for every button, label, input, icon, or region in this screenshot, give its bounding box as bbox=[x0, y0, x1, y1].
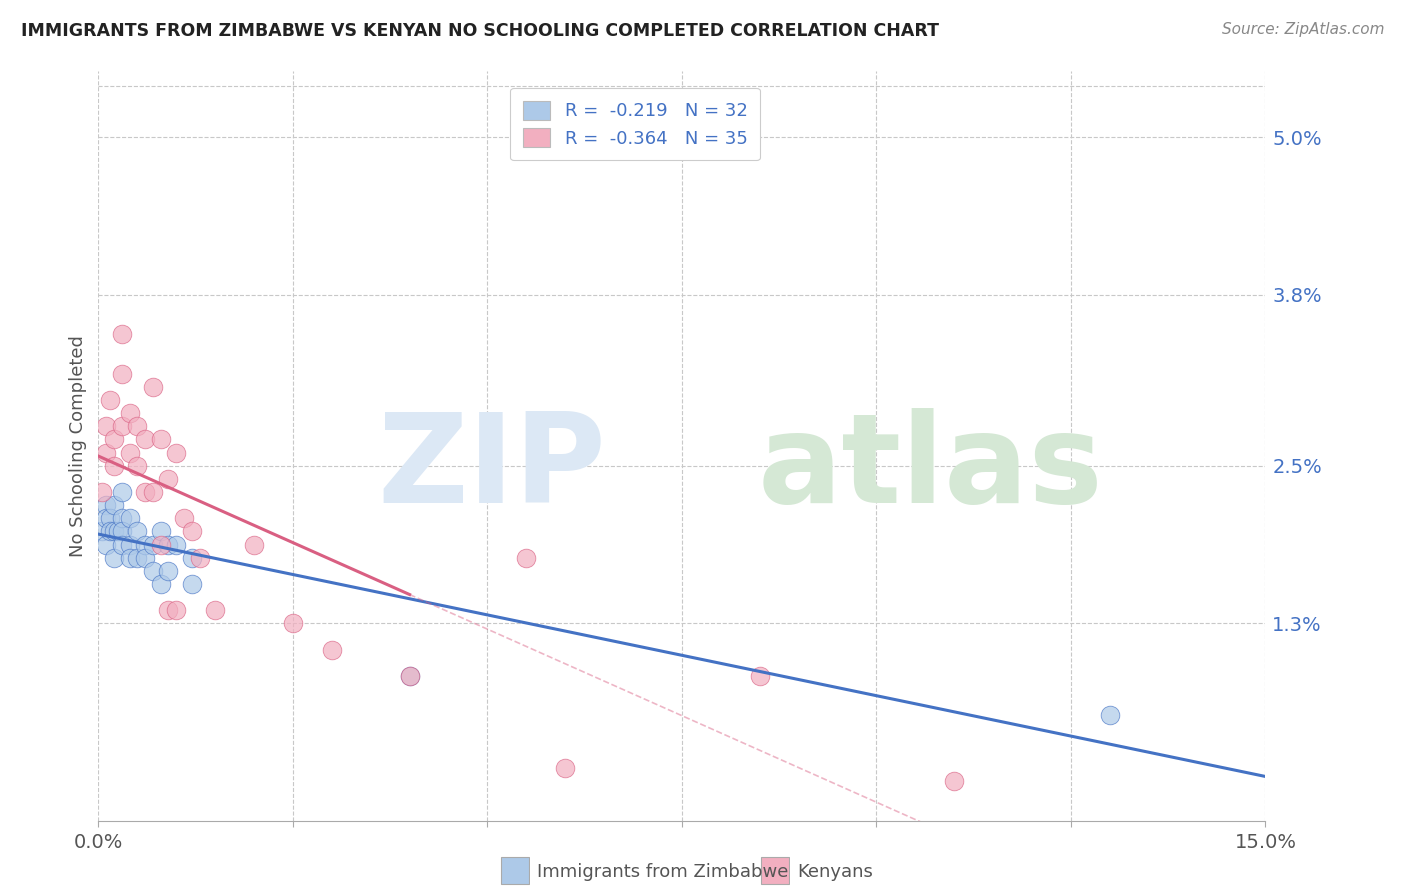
Point bbox=[103, 524, 125, 539]
Point bbox=[134, 433, 156, 447]
Point bbox=[204, 603, 226, 617]
Point bbox=[180, 524, 202, 539]
Point bbox=[98, 511, 121, 525]
Point bbox=[111, 419, 134, 434]
Point bbox=[98, 392, 121, 407]
Point bbox=[142, 564, 165, 578]
Point bbox=[398, 669, 420, 683]
Point bbox=[118, 445, 141, 459]
Point bbox=[149, 538, 172, 552]
Bar bbox=[761, 857, 789, 884]
Point bbox=[127, 419, 149, 434]
Point bbox=[243, 538, 266, 552]
Bar bbox=[501, 857, 529, 884]
Text: atlas: atlas bbox=[758, 408, 1104, 529]
Point bbox=[111, 524, 134, 539]
Point bbox=[157, 564, 180, 578]
Point bbox=[111, 327, 134, 342]
Point bbox=[173, 511, 195, 525]
Point bbox=[157, 603, 180, 617]
Point bbox=[134, 550, 156, 565]
Point bbox=[96, 445, 118, 459]
Point bbox=[142, 538, 165, 552]
Point bbox=[149, 524, 172, 539]
Point bbox=[165, 445, 187, 459]
Point bbox=[111, 367, 134, 381]
Point bbox=[515, 550, 537, 565]
Point bbox=[281, 616, 304, 631]
Point bbox=[107, 524, 129, 539]
Point bbox=[127, 550, 149, 565]
Point bbox=[96, 538, 118, 552]
Point bbox=[943, 774, 966, 789]
Point bbox=[149, 577, 172, 591]
Point bbox=[157, 538, 180, 552]
Point bbox=[142, 485, 165, 500]
Point bbox=[118, 550, 141, 565]
Point bbox=[103, 433, 125, 447]
Point bbox=[134, 538, 156, 552]
Point bbox=[103, 498, 125, 512]
Point bbox=[748, 669, 770, 683]
Point bbox=[103, 458, 125, 473]
Point bbox=[398, 669, 420, 683]
Point bbox=[91, 524, 114, 539]
Point bbox=[142, 380, 165, 394]
Point bbox=[1098, 708, 1121, 723]
Point bbox=[96, 498, 118, 512]
Point bbox=[96, 511, 118, 525]
Text: Source: ZipAtlas.com: Source: ZipAtlas.com bbox=[1222, 22, 1385, 37]
Point bbox=[127, 524, 149, 539]
Point bbox=[98, 524, 121, 539]
Point bbox=[165, 538, 187, 552]
Point bbox=[111, 511, 134, 525]
Y-axis label: No Schooling Completed: No Schooling Completed bbox=[69, 335, 87, 557]
Point bbox=[91, 485, 114, 500]
Point bbox=[118, 406, 141, 420]
Point bbox=[554, 761, 576, 775]
Point bbox=[134, 485, 156, 500]
Point bbox=[103, 550, 125, 565]
Point bbox=[96, 419, 118, 434]
Point bbox=[149, 433, 172, 447]
Point bbox=[127, 458, 149, 473]
Text: ZIP: ZIP bbox=[377, 408, 606, 529]
Point bbox=[111, 485, 134, 500]
Point bbox=[118, 511, 141, 525]
Point bbox=[111, 538, 134, 552]
Point bbox=[118, 538, 141, 552]
Point bbox=[157, 472, 180, 486]
Point bbox=[165, 603, 187, 617]
Point bbox=[188, 550, 211, 565]
Point bbox=[321, 642, 343, 657]
Point bbox=[180, 577, 202, 591]
Text: IMMIGRANTS FROM ZIMBABWE VS KENYAN NO SCHOOLING COMPLETED CORRELATION CHART: IMMIGRANTS FROM ZIMBABWE VS KENYAN NO SC… bbox=[21, 22, 939, 40]
Text: Immigrants from Zimbabwe: Immigrants from Zimbabwe bbox=[537, 863, 789, 881]
Legend: R =  -0.219   N = 32, R =  -0.364   N = 35: R = -0.219 N = 32, R = -0.364 N = 35 bbox=[510, 88, 761, 161]
Text: Kenyans: Kenyans bbox=[797, 863, 873, 881]
Point bbox=[180, 550, 202, 565]
